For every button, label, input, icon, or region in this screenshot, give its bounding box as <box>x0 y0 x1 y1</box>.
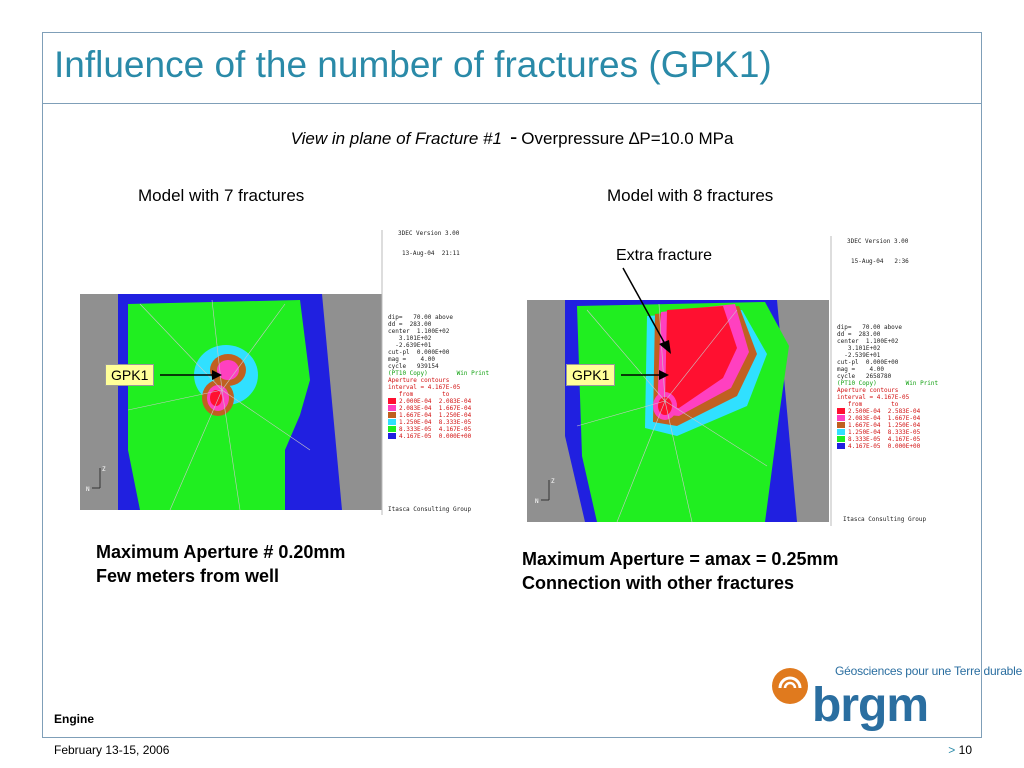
right-caption-connection: Connection with other fractures <box>522 573 795 593</box>
left-sim-version: 3DEC Version 3.00 <box>398 230 460 237</box>
right-sim-date: 15-Aug-04 2:36 <box>851 258 909 265</box>
left-axis-n: N <box>86 486 90 493</box>
left-legend-swatch-5 <box>388 426 396 432</box>
left-model-label: Model with 7 fractures <box>138 186 305 205</box>
right-simulation-panel: 3DEC Version 3.00 15-Aug-04 2:36 dip= 70… <box>527 236 947 526</box>
left-sim-date: 13-Aug-04 21:11 <box>402 250 460 257</box>
left-legend-row-2: 2.083E-04 1.667E-04 <box>399 405 472 412</box>
right-model-label: Model with 8 fractures <box>607 186 774 205</box>
subtitle-overpressure: Overpressure ∆P=10.0 MPa <box>521 129 734 148</box>
left-caption: Maximum Aperture # 0.20mm Few meters fro… <box>96 540 345 588</box>
right-legend-row-3: 1.667E-04 1.250E-04 <box>848 422 921 429</box>
left-sim-contour-title: Aperture contours <box>388 377 450 384</box>
right-sim-version: 3DEC Version 3.00 <box>847 238 909 245</box>
right-legend-swatch-3 <box>837 422 845 428</box>
right-caption-aperture: Maximum Aperture = amax = 0.25mm <box>522 549 839 569</box>
right-legend-row-5: 8.333E-05 4.167E-05 <box>848 436 921 443</box>
left-sim-from-to: from to <box>388 391 450 398</box>
right-sim-view: (PT10 Copy) Win Print <box>837 380 939 387</box>
left-legend-swatch-1 <box>388 398 396 404</box>
right-legend-row-6: 4.167E-05 0.000E+00 <box>848 443 921 450</box>
left-legend-swatch-2 <box>388 405 396 411</box>
right-aperture-plot <box>527 236 832 526</box>
right-legend-swatch-2 <box>837 415 845 421</box>
brgm-wordmark: brgm <box>812 679 929 732</box>
left-sim-params: dip= 70.00 above dd = 283.00 center 1.10… <box>388 314 454 370</box>
right-gpk1-arrow <box>621 370 669 380</box>
left-sim-view: (PT10 Copy) Win Print <box>388 370 490 377</box>
slide-subtitle: View in plane of Fracture #1- Overpressur… <box>0 124 1024 150</box>
left-legend-row-5: 8.333E-05 4.167E-05 <box>399 426 472 433</box>
right-legend-row-1: 2.500E-04 2.583E-04 <box>848 408 921 415</box>
extra-fracture-arrow <box>622 267 671 354</box>
page-marker: > <box>948 743 956 757</box>
right-axis-n: N <box>535 498 539 505</box>
slide-frame <box>42 32 982 738</box>
right-caption: Maximum Aperture = amax = 0.25mm Connect… <box>522 547 838 595</box>
right-legend-row-4: 1.250E-04 8.333E-05 <box>848 429 921 436</box>
right-sim-params: dip= 70.00 above dd = 283.00 center 1.10… <box>837 324 903 380</box>
right-sim-credit: Itasca Consulting Group <box>843 516 927 523</box>
right-legend-swatch-1 <box>837 408 845 414</box>
left-simulation-panel: 3DEC Version 3.00 13-Aug-04 21:11 dip= 7… <box>80 230 490 515</box>
brgm-tagline: Géosciences pour une Terre durable <box>835 664 1023 678</box>
title-divider <box>42 103 982 104</box>
left-gpk1-label: GPK1 <box>105 364 155 386</box>
left-legend-swatch-6 <box>388 433 396 439</box>
subtitle-view: View in plane of Fracture #1 <box>290 129 502 148</box>
subtitle-dash: - <box>509 124 518 149</box>
right-sim-contour-title: Aperture contours <box>837 387 899 394</box>
right-legend-swatch-6 <box>837 443 845 449</box>
left-axis-z: Z <box>102 466 106 473</box>
left-legend-row-6: 4.167E-05 0.000E+00 <box>399 433 472 440</box>
slide-title: Influence of the number of fractures (GP… <box>54 44 772 85</box>
page-number: 10 <box>958 743 972 757</box>
right-legend-swatch-5 <box>837 436 845 442</box>
left-caption-location: Few meters from well <box>96 566 280 586</box>
footer-page: > 10 <box>948 743 972 757</box>
left-aperture-plot <box>80 230 383 515</box>
footer-engine: Engine <box>54 712 95 726</box>
left-legend-row-4: 1.250E-04 8.333E-05 <box>399 419 472 426</box>
brgm-logo <box>772 668 808 704</box>
left-gpk1-arrow <box>160 370 222 380</box>
left-sim-credit: Itasca Consulting Group <box>388 506 472 513</box>
right-sim-interval: interval = 4.167E-05 <box>837 394 910 401</box>
right-sim-from-to: from to <box>837 401 899 408</box>
right-legend-row-2: 2.083E-04 1.667E-04 <box>848 415 921 422</box>
footer-date: February 13-15, 2006 <box>54 743 170 757</box>
left-caption-aperture: Maximum Aperture # 0.20mm <box>96 542 346 562</box>
left-legend-row-3: 1.667E-04 1.250E-04 <box>399 412 472 419</box>
right-gpk1-label: GPK1 <box>566 364 616 386</box>
left-legend-swatch-4 <box>388 419 396 425</box>
right-axis-z: Z <box>551 478 555 485</box>
right-legend-swatch-4 <box>837 429 845 435</box>
left-legend-swatch-3 <box>388 412 396 418</box>
left-sim-interval: interval = 4.167E-05 <box>388 384 461 391</box>
extra-fracture-callout: Extra fracture <box>616 247 713 264</box>
left-legend-row-1: 2.000E-04 2.083E-04 <box>399 398 472 405</box>
